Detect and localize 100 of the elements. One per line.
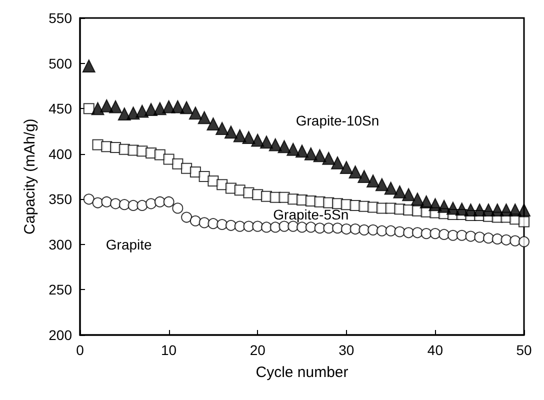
point xyxy=(366,174,380,188)
point xyxy=(154,149,166,160)
point xyxy=(375,178,388,192)
point xyxy=(91,102,104,116)
point xyxy=(270,222,281,233)
point xyxy=(83,103,94,114)
point xyxy=(206,117,220,130)
point xyxy=(348,165,362,178)
point xyxy=(323,222,334,234)
y-tick-label: 550 xyxy=(48,10,72,26)
point xyxy=(216,122,229,135)
series-label: Grapite-10Sn xyxy=(296,112,380,128)
point xyxy=(190,166,201,178)
point xyxy=(251,134,264,147)
point xyxy=(154,196,166,208)
point xyxy=(296,222,308,233)
point xyxy=(100,99,114,112)
point xyxy=(82,60,96,73)
y-tick-label: 300 xyxy=(48,236,72,252)
x-tick-label: 10 xyxy=(161,342,177,358)
y-tick-label: 350 xyxy=(48,191,72,208)
point xyxy=(109,100,122,114)
point xyxy=(376,225,388,236)
point xyxy=(456,230,468,241)
point xyxy=(92,197,104,208)
point xyxy=(128,200,139,211)
point xyxy=(83,194,94,205)
point xyxy=(322,152,336,165)
y-tick-label: 400 xyxy=(48,146,72,162)
point xyxy=(190,215,201,226)
point xyxy=(438,200,451,213)
point xyxy=(420,228,432,240)
point xyxy=(198,217,210,228)
point xyxy=(500,234,512,246)
point xyxy=(455,202,468,216)
x-tick-label: 50 xyxy=(516,342,532,358)
point xyxy=(447,230,458,241)
point xyxy=(242,131,256,144)
point xyxy=(234,220,246,232)
point xyxy=(446,202,460,215)
point xyxy=(126,106,140,120)
point xyxy=(384,182,398,195)
point xyxy=(313,149,326,162)
point xyxy=(340,224,352,235)
point xyxy=(358,224,370,236)
point xyxy=(144,102,158,116)
point xyxy=(198,111,211,124)
y-axis-title: Capacity (mAh/g) xyxy=(22,118,39,234)
point xyxy=(385,225,396,236)
point xyxy=(136,200,148,211)
point xyxy=(332,222,344,234)
y-tick-label: 500 xyxy=(48,55,72,72)
point xyxy=(393,185,406,198)
point xyxy=(410,192,424,206)
point xyxy=(420,195,433,208)
point xyxy=(518,204,530,217)
point xyxy=(286,142,300,156)
point xyxy=(216,219,228,230)
point xyxy=(518,216,530,228)
point xyxy=(403,227,414,238)
point xyxy=(340,160,353,174)
point xyxy=(368,224,379,236)
point xyxy=(402,188,416,202)
point xyxy=(224,126,238,139)
x-tick-label: 40 xyxy=(427,342,444,358)
point xyxy=(260,222,272,233)
point xyxy=(278,140,291,154)
y-tick-label: 450 xyxy=(48,100,72,117)
point xyxy=(482,232,494,244)
point xyxy=(314,222,326,234)
point xyxy=(136,104,149,118)
point xyxy=(172,202,184,214)
point xyxy=(153,102,166,116)
point xyxy=(268,138,282,152)
point xyxy=(252,220,264,232)
x-tick-label: 0 xyxy=(76,342,84,358)
point xyxy=(510,235,521,246)
x-tick-label: 20 xyxy=(250,342,266,358)
point xyxy=(172,158,184,170)
point xyxy=(331,156,344,170)
point xyxy=(490,204,504,217)
point xyxy=(180,101,194,114)
point xyxy=(118,108,131,121)
point xyxy=(465,230,476,242)
point xyxy=(296,144,308,158)
point xyxy=(508,204,522,217)
series-label: Grapite xyxy=(106,236,152,252)
series-label: Grapite-5Sn xyxy=(273,206,349,223)
y-tick-label: 200 xyxy=(48,327,72,343)
point xyxy=(260,136,273,149)
x-axis-title: Cycle number xyxy=(256,364,348,381)
point xyxy=(163,196,174,208)
point xyxy=(225,220,236,231)
point xyxy=(146,198,157,210)
point xyxy=(181,212,192,223)
point xyxy=(305,222,316,233)
point xyxy=(473,204,486,217)
point xyxy=(101,196,112,208)
point xyxy=(188,106,202,120)
y-tick-label: 250 xyxy=(48,282,72,298)
